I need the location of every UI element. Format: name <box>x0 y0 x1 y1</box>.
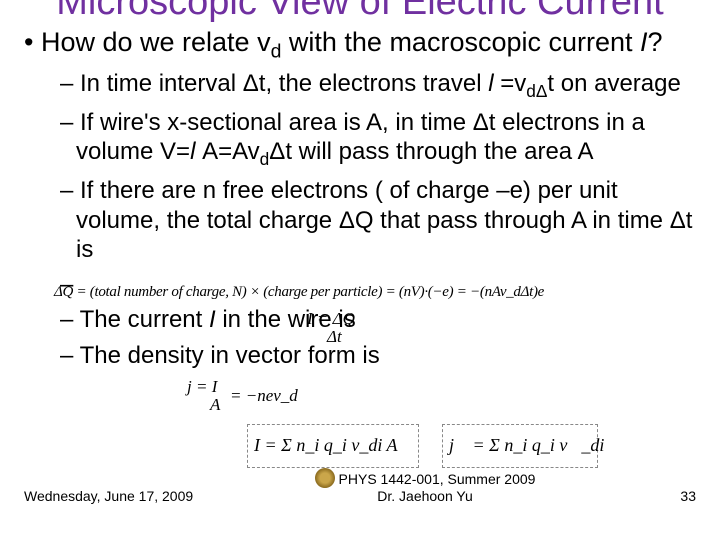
subscript: d <box>526 81 536 101</box>
footer: Wednesday, June 17, 2009 PHYS 1442-001, … <box>24 468 696 504</box>
slide: Microscopic View of Electric Current How… <box>0 0 720 522</box>
text: How do we relate v <box>41 27 271 57</box>
text: Δt will pass through the area A <box>269 138 593 165</box>
text: ? <box>648 27 663 57</box>
seal-icon <box>315 468 335 488</box>
equation-j-den: A <box>210 395 220 415</box>
footer-course: PHYS 1442-001, Summer 2009 <box>339 471 536 487</box>
text: In time interval Δt, the electrons trave… <box>80 70 488 97</box>
sub-bullet-3: If there are n free electrons ( of charg… <box>24 176 696 264</box>
sub-bullet-6: The density in vector form is <box>24 341 696 370</box>
equation-j-rhs: = −nev_d <box>230 386 298 406</box>
equation-charge: ΔQ = (total number of charge, N) × (char… <box>54 284 544 301</box>
footer-instructor: Dr. Jaehoon Yu <box>377 488 472 504</box>
subscript: Δ <box>536 81 548 101</box>
equation-sum-I: I = Σ n_i q_i v_di A <box>254 435 424 456</box>
sub-bullet-5: The current I in the wire is <box>24 305 696 334</box>
equation-I-den: Δt <box>327 327 342 347</box>
text: =v <box>500 70 526 97</box>
footer-center: PHYS 1442-001, Summer 2009 Dr. Jaehoon Y… <box>194 468 656 504</box>
text: A=Av <box>202 138 260 165</box>
footer-page: 33 <box>656 488 696 504</box>
formula-box-1: I = Σ n_i q_i v_di A <box>247 424 419 468</box>
slide-title: Microscopic View of Electric Current <box>24 0 696 23</box>
subscript: d <box>271 40 282 62</box>
text: t on average <box>547 70 680 97</box>
subscript: d <box>260 149 270 169</box>
footer-date: Wednesday, June 17, 2009 <box>24 489 194 504</box>
variable-l: l <box>190 138 202 165</box>
variable-I: I <box>209 306 216 333</box>
sub-bullet-1: In time interval Δt, the electrons trave… <box>24 69 696 102</box>
text: with the macroscopic current <box>281 27 640 57</box>
equation-sum-j: j⃗ = Σ n_i q_i v⃗_di <box>449 435 603 456</box>
variable-I: I <box>640 27 648 57</box>
equation-I-num: I = ΔQ <box>307 309 355 329</box>
text: The current <box>80 306 209 333</box>
formula-box-2: j⃗ = Σ n_i q_i v⃗_di <box>442 424 598 468</box>
variable-l: l <box>488 70 500 97</box>
sub-bullet-2: If wire's x-sectional area is A, in time… <box>24 108 696 170</box>
equation-j-lhs: j = I <box>187 377 217 397</box>
bullet-main: How do we relate vd with the macroscopic… <box>24 27 696 63</box>
